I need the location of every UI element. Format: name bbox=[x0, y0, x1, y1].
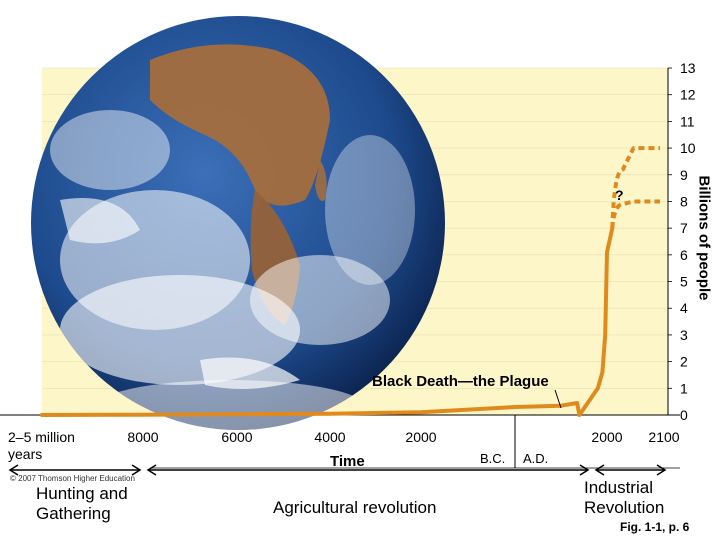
hunting-era-label: Hunting and Gathering bbox=[36, 484, 128, 523]
y-tick-label: 13 bbox=[680, 60, 696, 76]
x-tick-label: 8000 bbox=[127, 429, 158, 445]
y-tick-label: 8 bbox=[680, 193, 688, 209]
x-tick-label: 2000 bbox=[405, 429, 436, 445]
y-tick-label: 7 bbox=[680, 220, 688, 236]
y-tick-label: 0 bbox=[680, 407, 688, 423]
agricultural-era-label: Agricultural revolution bbox=[273, 498, 437, 517]
projection-line bbox=[610, 199, 660, 229]
bc-label: B.C. bbox=[480, 451, 505, 466]
agricultural-era-arrow bbox=[146, 464, 590, 476]
x-tick-label: 4000 bbox=[314, 429, 345, 445]
y-tick-label: 9 bbox=[680, 167, 688, 183]
y-tick-label: 4 bbox=[680, 300, 688, 316]
y-tick-label: 3 bbox=[680, 327, 688, 343]
y-axis-title: Billions of people bbox=[695, 175, 713, 301]
population-line bbox=[40, 226, 615, 417]
x-tick-label: 2100 bbox=[648, 429, 679, 445]
x-axis-title: Time bbox=[330, 453, 365, 470]
y-tick-label: 12 bbox=[680, 87, 696, 103]
x-tick-label: 2000 bbox=[591, 429, 622, 445]
y-tick-label: 1 bbox=[680, 380, 688, 396]
y-tick-label: 5 bbox=[680, 274, 688, 290]
industrial-era-label: Industrial Revolution bbox=[584, 478, 665, 517]
projection-question-mark: ? bbox=[615, 187, 624, 203]
y-tick-label: 11 bbox=[680, 113, 695, 129]
population-series bbox=[40, 146, 660, 417]
plague-annotation: Black Death—the Plague bbox=[372, 373, 549, 390]
industrial-era-arrow bbox=[594, 464, 667, 476]
y-tick-label: 2 bbox=[680, 354, 688, 370]
y-tick-label: 6 bbox=[680, 247, 688, 263]
figure-reference: Fig. 1-1, p. 6 bbox=[620, 520, 690, 534]
plague-pointer bbox=[554, 389, 562, 409]
ad-label: A.D. bbox=[523, 451, 548, 466]
x-tick-labels: 2–5 million years 8000 6000 4000 2000 2000 2100 bbox=[8, 429, 680, 462]
copyright-notice: © 2007 Thomson Higher Education bbox=[10, 474, 135, 483]
x-tick-label: 2–5 million years bbox=[8, 429, 75, 462]
x-tick-label: 6000 bbox=[221, 429, 252, 445]
y-tick-label: 10 bbox=[680, 140, 696, 156]
hunting-era-arrow bbox=[8, 464, 142, 476]
